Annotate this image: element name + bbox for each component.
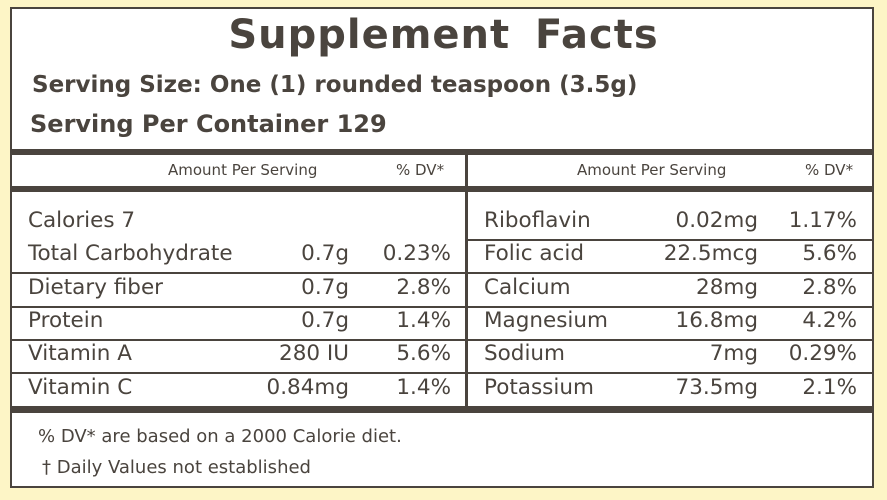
row-divider xyxy=(10,305,874,308)
nutrient-name: Total Carbohydrate xyxy=(28,241,233,267)
nutrient-amount: 7mg xyxy=(709,341,758,367)
nutrient-name: Dietary fiber xyxy=(28,274,164,300)
nutrient-name: Vitamin C xyxy=(28,374,133,400)
panel-title: Supplement Facts xyxy=(228,12,659,58)
nutrient-name: Sodium xyxy=(484,341,565,367)
nutrient-dv: 0.23% xyxy=(382,241,451,267)
nutrient-amount: 22.5mcg xyxy=(663,241,758,267)
nutrient-amount: 0.02mg xyxy=(675,208,758,233)
nutrient-dv: 4.2% xyxy=(802,307,857,333)
nutrient-name: Calcium xyxy=(484,274,571,300)
nutrient-dv: 1.4% xyxy=(396,374,451,400)
divider-thick xyxy=(10,186,874,192)
left-header-amount: Amount Per Serving xyxy=(168,161,318,179)
right-header-amount: Amount Per Serving xyxy=(577,161,727,179)
nutrient-dv: 2.8% xyxy=(396,274,451,300)
nutrient-amount: 0.7g xyxy=(301,241,349,267)
nutrient-name: Magnesium xyxy=(484,307,608,333)
footnote-dagger: † Daily Values not established xyxy=(42,457,311,478)
nutrient-amount: 16.8mg xyxy=(675,307,758,333)
nutrient-name: Folic acid xyxy=(484,241,584,267)
column-divider xyxy=(465,150,468,412)
servings-per-container: Serving Per Container 129 xyxy=(30,110,387,138)
nutrient-amount: 0.84mg xyxy=(266,374,349,400)
nutrient-dv: 0.29% xyxy=(788,341,857,367)
right-header-dv: % DV* xyxy=(805,161,854,179)
nutrient-amount: 73.5mg xyxy=(675,374,758,400)
nutrient-dv: 2.8% xyxy=(802,274,857,300)
left-header-dv: % DV* xyxy=(396,161,445,179)
row-divider xyxy=(10,372,874,375)
nutrient-name: Vitamin A xyxy=(28,341,132,367)
row-divider xyxy=(10,272,874,275)
row-divider xyxy=(10,338,874,341)
nutrient-dv: 5.6% xyxy=(396,341,451,367)
nutrient-name: Potassium xyxy=(484,374,594,400)
row-divider xyxy=(468,239,874,241)
nutrient-dv: 1.4% xyxy=(396,307,451,333)
nutrient-dv: 5.6% xyxy=(802,241,857,267)
footnote-dv: % DV* are based on a 2000 Calorie diet. xyxy=(38,426,402,447)
serving-size: Serving Size: One (1) rounded teaspoon (… xyxy=(32,72,638,98)
nutrient-dv: 2.1% xyxy=(802,374,857,400)
nutrient-dv: 1.17% xyxy=(788,208,857,233)
divider-thick xyxy=(10,149,874,155)
nutrient-name: Calories 7 xyxy=(28,208,136,233)
nutrient-amount: 0.7g xyxy=(301,274,349,300)
nutrient-amount: 280 IU xyxy=(279,341,349,367)
nutrient-name: Riboflavin xyxy=(484,208,591,233)
nutrient-amount: 0.7g xyxy=(301,307,349,333)
nutrient-amount: 28mg xyxy=(696,274,758,300)
divider-thick xyxy=(10,406,874,413)
nutrient-name: Protein xyxy=(28,307,104,333)
